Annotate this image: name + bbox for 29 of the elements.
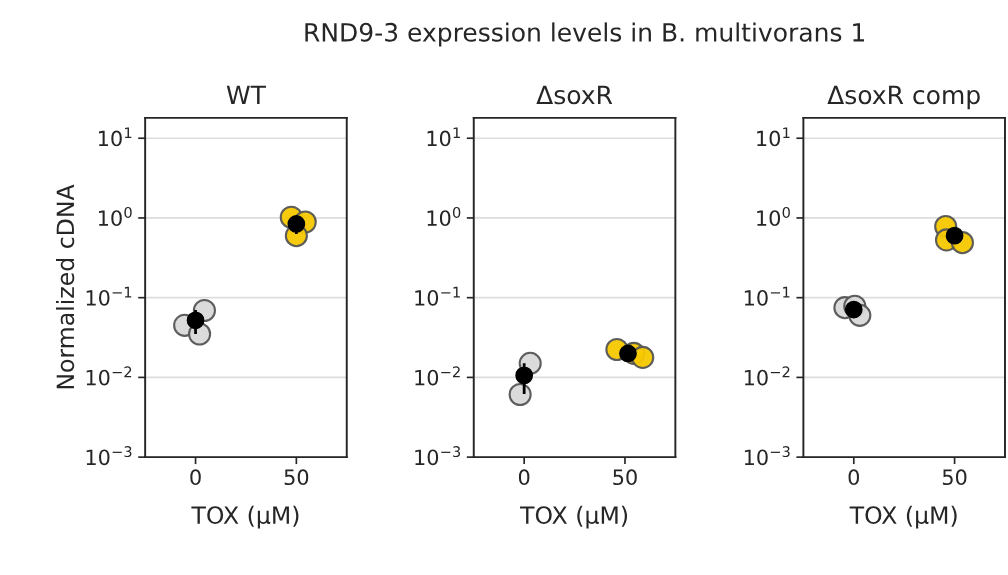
y-tick-label: 10$^{1}$ xyxy=(98,127,132,147)
y-tick-label: 10$^{0}$ xyxy=(98,206,132,226)
x-axis-title: TOX (µM) xyxy=(519,505,628,529)
chart-title: ΔsoxR xyxy=(536,85,613,105)
x-tick-label: 50 xyxy=(942,469,967,486)
y-tick-label: 10$^{−3}$ xyxy=(86,446,132,466)
y-tick-label: 10$^{1}$ xyxy=(427,127,460,147)
x-tick-label: 0 xyxy=(848,469,860,486)
x-tick-label: 50 xyxy=(613,469,637,486)
chart-title: WT xyxy=(226,85,267,104)
y-tick-label: 10$^{−1}$ xyxy=(86,286,132,306)
y-tick-label: 10$^{0}$ xyxy=(427,206,461,226)
x-tick-label: 0 xyxy=(518,469,530,486)
text: RND9-3 expression levels in B. multivorans 1 xyxy=(305,22,865,47)
x-axis-title: TOX (µM) xyxy=(849,505,957,529)
y-tick-label: 10$^{0}$ xyxy=(757,206,790,226)
y-tick-label: 10$^{−2}$ xyxy=(86,366,132,386)
y-tick-label: 10$^{−2}$ xyxy=(744,366,790,386)
x-axis-title: TOX (µM) xyxy=(191,505,299,529)
y-tick-label: 10$^{1}$ xyxy=(757,127,790,147)
chart-title: ΔsoxR comp xyxy=(827,85,980,110)
y-tick-label: 10$^{−1}$ xyxy=(415,286,460,306)
x-tick-label: 0 xyxy=(190,469,201,486)
y-axis-title: Normalized cDNA xyxy=(55,184,75,389)
y-tick-label: 10$^{−3}$ xyxy=(415,446,461,466)
y-tick-label: 10$^{−1}$ xyxy=(744,286,790,306)
x-tick-label: 50 xyxy=(284,469,309,486)
y-tick-label: 10$^{−2}$ xyxy=(415,366,460,386)
y-tick-label: 10$^{−3}$ xyxy=(744,446,790,466)
